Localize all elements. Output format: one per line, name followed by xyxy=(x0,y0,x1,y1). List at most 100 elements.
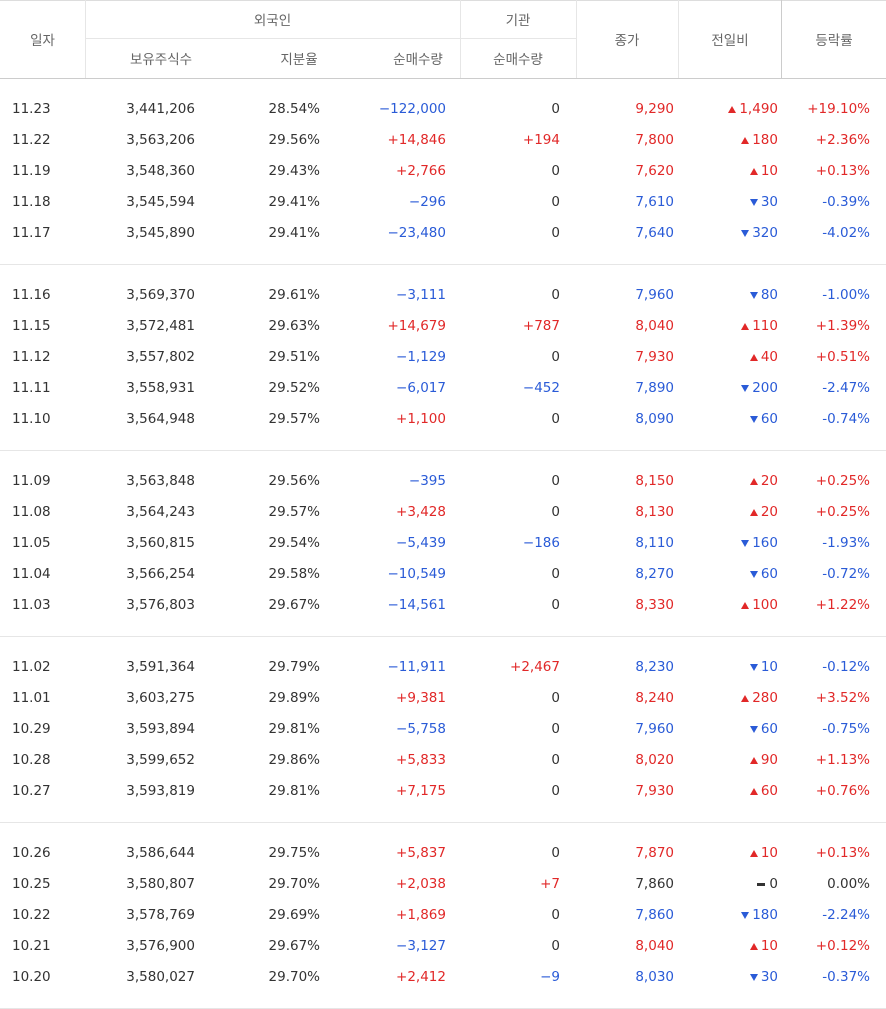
foreign-net-text: −3,127 xyxy=(396,938,446,954)
close-cell: 8,230 xyxy=(635,652,674,683)
foreign-net-cell: −1,129 xyxy=(396,342,446,373)
close-cell: 7,870 xyxy=(635,838,674,869)
ratio-cell: 29.57% xyxy=(269,497,320,528)
ratio-cell: 29.61% xyxy=(269,280,320,311)
foreign-net-cell: −5,758 xyxy=(396,714,446,745)
date-text: 10.26 xyxy=(12,845,51,861)
change-text: 40 xyxy=(760,349,778,365)
holdings-text: 3,586,644 xyxy=(126,845,195,861)
close-text: 8,130 xyxy=(635,504,674,520)
holdings-text: 3,564,948 xyxy=(126,411,195,427)
subheader-cell: 보유주식수 xyxy=(129,52,193,68)
date-text: 11.16 xyxy=(12,287,51,303)
rate-cell: -4.02% xyxy=(822,218,870,249)
close-text: 8,330 xyxy=(635,597,674,613)
holdings-cell: 3,563,848 xyxy=(126,466,195,497)
holdings-text: 3,557,802 xyxy=(126,349,195,365)
date-text: 11.02 xyxy=(12,659,51,675)
date-cell: 10.22 xyxy=(12,900,51,931)
change-cell: 10 xyxy=(749,652,778,683)
rate-text: +1.13% xyxy=(815,752,870,768)
institution-net-text: −186 xyxy=(522,535,560,551)
group-divider xyxy=(0,636,886,637)
foreign-net-cell: −11,911 xyxy=(387,652,446,683)
date-cell: 11.18 xyxy=(12,187,51,218)
ratio-cell: 28.54% xyxy=(269,94,320,125)
rate-cell: +1.39% xyxy=(816,311,870,342)
rate-text: -1.93% xyxy=(822,535,870,551)
holdings-cell: 3,569,370 xyxy=(126,280,195,311)
institution-net-cell: −9 xyxy=(540,962,560,993)
date-cell: 11.05 xyxy=(12,528,51,559)
holdings-text: 3,441,206 xyxy=(126,101,195,117)
ratio-text: 29.69% xyxy=(268,907,320,923)
rate-cell: -0.72% xyxy=(822,559,870,590)
foreign-net-text: +3,428 xyxy=(396,504,446,520)
rate-cell: -0.75% xyxy=(822,714,870,745)
foreign-net-cell: −23,480 xyxy=(387,218,446,249)
rate-cell: +0.51% xyxy=(816,342,870,373)
up-arrow xyxy=(741,695,750,702)
ratio-text: 29.63% xyxy=(268,318,320,334)
institution-net-cell: 0 xyxy=(551,776,560,807)
ratio-text: 29.61% xyxy=(268,287,320,303)
date-text: 11.18 xyxy=(12,194,51,210)
institution-net-text: 0 xyxy=(551,566,560,582)
foreign-net-text: +5,837 xyxy=(396,845,446,861)
rate-cell: +0.25% xyxy=(816,466,870,497)
foreign-net-cell: −395 xyxy=(409,466,446,497)
down-arrow xyxy=(749,571,758,578)
up-arrow xyxy=(749,478,758,485)
date-cell: 11.17 xyxy=(12,218,51,249)
institution-net-text: 0 xyxy=(551,597,560,613)
change-text: 60 xyxy=(760,783,778,799)
date-text: 11.12 xyxy=(12,349,51,365)
foreign-net-cell: +3,428 xyxy=(396,497,446,528)
institution-net-text: 0 xyxy=(551,473,560,489)
date-text: 11.19 xyxy=(12,163,51,179)
change-cell: 110 xyxy=(741,311,778,342)
close-cell: 7,860 xyxy=(635,869,674,900)
change-cell: 20 xyxy=(749,466,778,497)
change-text: 60 xyxy=(760,721,778,737)
rate-text: +0.25% xyxy=(815,504,870,520)
down-arrow xyxy=(741,540,750,547)
foreign-net-cell: −296 xyxy=(409,187,446,218)
ratio-cell: 29.67% xyxy=(269,931,320,962)
change-cell: 10 xyxy=(749,838,778,869)
close-cell: 7,930 xyxy=(635,776,674,807)
institution-net-text: 0 xyxy=(551,349,560,365)
date-cell: 10.21 xyxy=(12,931,51,962)
ratio-cell: 29.52% xyxy=(269,373,320,404)
institution-net-text: +2,467 xyxy=(510,659,560,675)
institution-net-cell: −186 xyxy=(523,528,560,559)
ratio-cell: 29.57% xyxy=(269,404,320,435)
holdings-cell: 3,564,243 xyxy=(126,497,195,528)
institution-net-cell: 0 xyxy=(551,745,560,776)
foreign-net-cell: +1,869 xyxy=(396,900,446,931)
close-text: 8,110 xyxy=(635,535,674,551)
foreign-net-text: +1,869 xyxy=(396,907,446,923)
date-cell: 11.16 xyxy=(12,280,51,311)
rate-cell: -2.47% xyxy=(822,373,870,404)
top-border xyxy=(0,0,886,1)
change-text: 200 xyxy=(752,380,778,396)
change-text: 180 xyxy=(752,132,778,148)
close-cell: 8,330 xyxy=(635,590,674,621)
close-text: 8,040 xyxy=(635,938,674,954)
holdings-text: 3,578,769 xyxy=(126,907,195,923)
holdings-cell: 3,548,360 xyxy=(126,156,195,187)
rate-cell: +0.76% xyxy=(816,776,870,807)
institution-net-cell: 0 xyxy=(551,342,560,373)
date-text: 10.22 xyxy=(12,907,51,923)
up-arrow xyxy=(749,509,758,516)
date-cell: 11.03 xyxy=(12,590,51,621)
date-text: 11.08 xyxy=(12,504,51,520)
ratio-text: 29.70% xyxy=(268,876,320,892)
date-cell: 11.08 xyxy=(12,497,51,528)
change-cell: 90 xyxy=(749,745,778,776)
holdings-cell: 3,558,931 xyxy=(126,373,195,404)
up-arrow xyxy=(749,168,758,175)
institution-net-text: 0 xyxy=(551,287,560,303)
holdings-cell: 3,545,594 xyxy=(126,187,195,218)
